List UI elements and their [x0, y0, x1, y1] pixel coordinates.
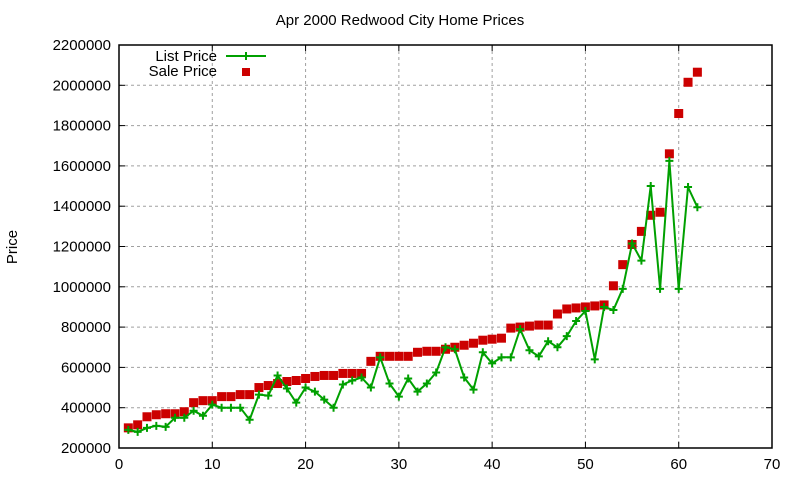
y-tick-label: 2000000: [53, 77, 111, 94]
legend-list-price-label: List Price: [155, 48, 217, 65]
x-tick-label: 60: [670, 456, 687, 473]
y-tick-label: 1000000: [53, 279, 111, 296]
y-tick-label: 400000: [61, 400, 111, 417]
legend-sale-price-label: Sale Price: [149, 63, 217, 80]
x-tick-label: 20: [297, 456, 314, 473]
data-series: [123, 67, 702, 436]
y-tick-label: 800000: [61, 319, 111, 336]
legend-sale-price-swatch: [242, 68, 250, 76]
axes: 0 10 20 30 40 50 60 70 200000 400000 600000 800000 1…: [53, 37, 781, 473]
y-tick-label: 600000: [61, 359, 111, 376]
y-tick-label: 2200000: [53, 37, 111, 54]
x-tick-label: 40: [484, 456, 501, 473]
grid-lines: [119, 45, 772, 448]
sale-price-points: [123, 67, 702, 433]
y-axis-label: Price: [4, 230, 21, 264]
y-tick-label: 200000: [61, 440, 111, 457]
y-tick-label: 1800000: [53, 118, 111, 135]
x-tick-label: 30: [391, 456, 408, 473]
list-price-line: [124, 156, 702, 436]
y-tick-label: 1200000: [53, 239, 111, 256]
x-tick-label: 70: [764, 456, 781, 473]
x-tick-label: 10: [204, 456, 221, 473]
x-tick-label: 50: [577, 456, 594, 473]
chart-title: Apr 2000 Redwood City Home Prices: [275, 12, 525, 29]
y-tick-label: 1600000: [53, 158, 111, 175]
y-tick-label: 1400000: [53, 198, 111, 215]
x-tick-label: 0: [115, 456, 123, 473]
